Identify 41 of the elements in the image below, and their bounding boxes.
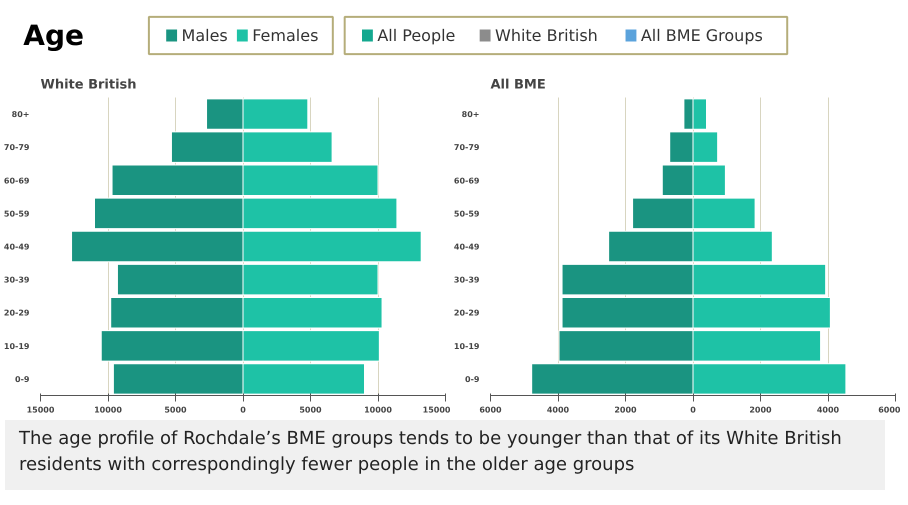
y-tick-label: 60-69 (454, 176, 480, 186)
y-tick-label: 80+ (462, 110, 480, 120)
y-tick-label: 20-29 (454, 308, 480, 318)
legend-label: Females (252, 26, 318, 45)
x-tick-label: 5000 (164, 406, 188, 414)
y-tick-label: 10-19 (4, 342, 30, 351)
y-tick-label: 40-49 (454, 242, 480, 252)
x-tick-label: 10000 (364, 406, 392, 414)
legend-label: White British (495, 26, 598, 45)
y-tick-label: 20-29 (4, 308, 30, 318)
x-tick-label: 4000 (546, 406, 570, 414)
x-tick-label: 15000 (26, 406, 55, 414)
y-tick-label: 70-79 (4, 143, 30, 152)
y-tick-label: 0-9 (465, 374, 480, 384)
chart-title: All BME (490, 78, 546, 92)
y-tick-label: 0-9 (15, 374, 30, 384)
text: The age profile of Rochdale’s BME groups tends to be younger than that of its White British residents with correspondingly fewer people in the older age groups (19, 427, 843, 478)
legend-label: All People (377, 26, 456, 45)
x-tick-label: 10000 (94, 406, 122, 414)
x-tick-label: 15000 (422, 406, 451, 414)
x-tick-label: 2000 (749, 406, 772, 414)
x-tick-label: 5000 (299, 406, 322, 414)
chart-title: White British (40, 78, 137, 92)
y-tick-label: 70-79 (454, 143, 480, 152)
legend-label: Males (182, 26, 228, 45)
y-tick-label: 10-19 (454, 342, 480, 351)
x-tick-label: 2000 (614, 406, 638, 414)
y-tick-label: 40-49 (4, 242, 30, 252)
x-tick-label: 4000 (816, 406, 840, 414)
y-tick-label: 50-59 (4, 209, 30, 218)
x-tick-label: 0 (240, 406, 246, 414)
legend-label: All BME Groups (640, 26, 763, 45)
y-tick-label: 30-39 (4, 276, 30, 285)
y-tick-label: 60-69 (4, 176, 30, 186)
x-tick-label: 0 (690, 406, 696, 414)
x-tick-label: 6000 (878, 406, 901, 414)
y-tick-label: 30-39 (454, 276, 480, 285)
y-tick-label: 80+ (12, 110, 30, 120)
x-tick-label: 6000 (479, 406, 502, 414)
y-tick-label: 50-59 (454, 209, 480, 218)
text: Age (23, 19, 84, 52)
